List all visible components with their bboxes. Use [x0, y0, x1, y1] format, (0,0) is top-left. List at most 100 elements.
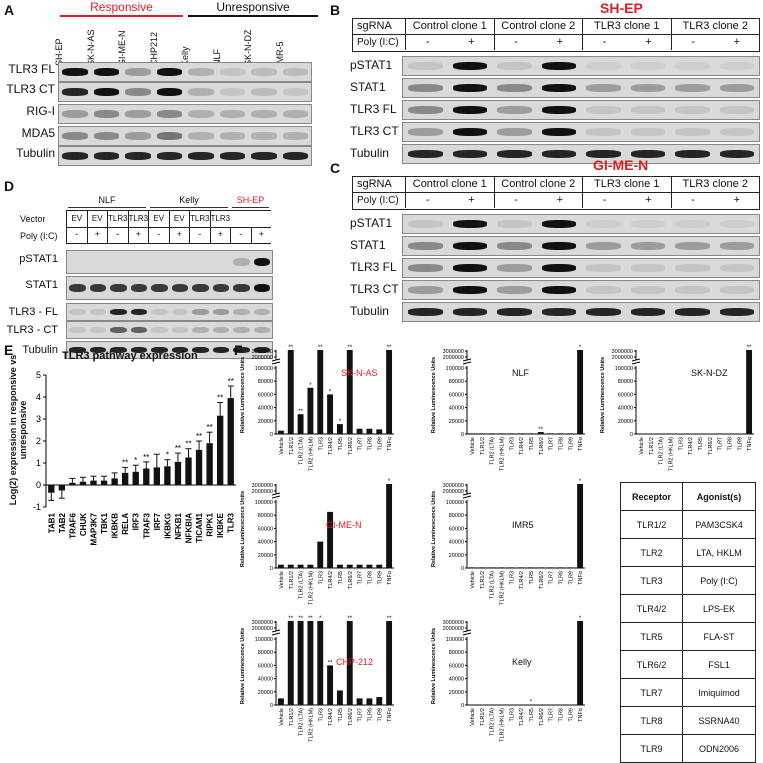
blot-band: [172, 309, 189, 315]
clone-label: Control clone 2: [494, 177, 583, 192]
y-tick-label: 100000: [615, 366, 633, 372]
blot-band: [69, 309, 86, 315]
treatment-mark: -: [405, 193, 449, 208]
blot-band: [542, 286, 577, 293]
significance-mark: **: [298, 409, 303, 415]
y-tick-label: 60000: [618, 392, 633, 398]
blot-band: [453, 106, 488, 113]
blot-row-label: STAT1: [0, 279, 58, 291]
unresponsive-header: Unresponsive: [188, 0, 318, 14]
category-label: TLR6/2: [348, 571, 354, 589]
category-label: Vehicle: [470, 571, 476, 589]
category-label: TLR6/2: [708, 437, 714, 455]
blot-strip: [66, 276, 273, 300]
category-label: TLR5: [529, 708, 535, 721]
y-tick-label: 100000: [255, 637, 273, 643]
treatment-mark: +: [626, 35, 670, 50]
bar: [347, 565, 353, 568]
category-label: TLR2 (HKLM): [499, 571, 505, 605]
blot-band: [62, 68, 88, 75]
receptor-cell: TLR9: [621, 735, 683, 763]
category-label: TNFα: [578, 707, 584, 722]
blot-band: [90, 327, 107, 333]
y-tick-label: 60000: [449, 663, 464, 669]
rlu-chart-svg: 2000000300000002000040000600008000010000…: [236, 617, 401, 745]
blot-band: [675, 220, 710, 227]
treatment-mark: +: [626, 193, 670, 208]
bar: [386, 484, 392, 568]
blot-row-label: TLR3 FL: [350, 260, 402, 274]
significance-mark: **: [143, 453, 149, 462]
treatment-mark: +: [715, 193, 759, 208]
responsive-header: Responsive: [60, 0, 183, 14]
poly-ic-label: Poly (I:C): [357, 193, 399, 208]
cell-line-label: GI-ME-N: [117, 31, 127, 67]
treatment-mark: -: [582, 193, 626, 208]
blot-band: [497, 286, 532, 293]
blot-band: [94, 152, 120, 159]
blot-band: [720, 128, 755, 135]
y-tick-label: 60000: [449, 392, 464, 398]
category-label: TAB1: [47, 512, 56, 533]
y-tick-label: 60000: [449, 526, 464, 532]
category-label: RELA: [121, 513, 130, 535]
category-label: TLR1/2: [289, 571, 295, 589]
y-tick-label: 20000: [449, 553, 464, 559]
blot-row-label: Tubulin: [350, 146, 402, 160]
poly-ic-label: Poly (I:C): [357, 35, 399, 50]
category-label: TLR6/2: [539, 571, 545, 589]
blot-band: [542, 308, 577, 315]
blot-band: [157, 68, 183, 75]
chart-title: Kelly: [512, 657, 532, 667]
blot-band: [631, 128, 666, 135]
blot-band: [453, 128, 488, 135]
blot-band: [251, 110, 277, 117]
category-label: TLR3: [318, 571, 324, 584]
bar: [357, 429, 363, 434]
blot-band: [542, 84, 577, 91]
blot-band: [172, 327, 189, 333]
category-label: TLR4/2: [519, 571, 525, 589]
blot-band: [125, 132, 151, 139]
category-label: NFKBIA: [185, 513, 194, 543]
blot-band: [90, 309, 107, 315]
significance-mark: **: [347, 616, 352, 622]
treatment-mark: +: [251, 227, 272, 243]
significance-mark: **: [308, 616, 313, 622]
blot-band: [675, 150, 710, 157]
category-label: TLR8: [367, 571, 373, 584]
blot-band: [213, 284, 230, 293]
y-tick-label: 80000: [258, 379, 273, 385]
blot-band: [631, 264, 666, 271]
significance-mark: **: [347, 345, 352, 351]
agonist-cell: SSRNA40: [683, 707, 756, 735]
y-tick-label: 20000: [449, 690, 464, 696]
blot-band: [542, 106, 577, 113]
category-label: TLR4/2: [519, 708, 525, 726]
bar: [307, 621, 313, 705]
blot-band: [188, 68, 214, 75]
blot-band: [408, 286, 443, 293]
significance-mark: *: [166, 451, 169, 460]
bar: [337, 424, 343, 434]
bar: [337, 565, 343, 568]
unresponsive-underline: [188, 15, 318, 17]
blot-band: [192, 309, 209, 315]
category-label: TLR2 (LTA): [659, 437, 665, 465]
bar: [518, 567, 524, 568]
bar: [548, 433, 554, 434]
y-tick-label: 80000: [258, 650, 273, 656]
category-label: TLR2 (LTA): [490, 437, 496, 465]
category-label: TLR1/2: [289, 437, 295, 455]
category-label: Vehicle: [470, 437, 476, 455]
agonist-cell: Poly (I:C): [683, 567, 756, 595]
bar: [489, 433, 495, 434]
y-tick-label: 80000: [449, 650, 464, 656]
bar: [577, 621, 583, 705]
bar: [327, 394, 333, 434]
